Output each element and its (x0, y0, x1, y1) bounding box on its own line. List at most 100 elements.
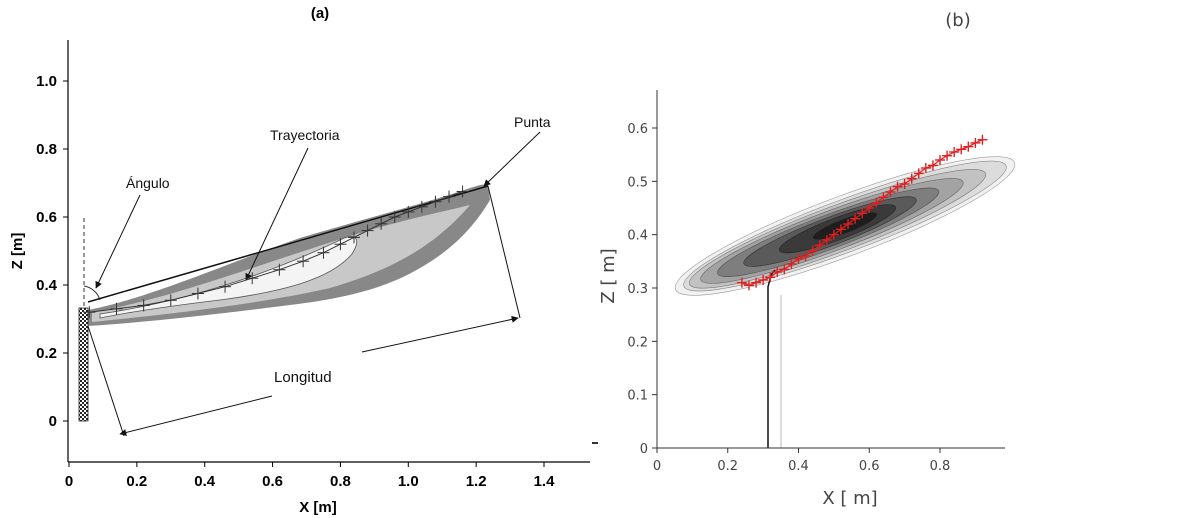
trajectory-marker (970, 137, 981, 148)
trajectory-marker (361, 224, 374, 237)
trajectory-marker (899, 179, 910, 189)
axes-a (67, 40, 590, 463)
y-tick-label-b: 0.6 (627, 122, 648, 137)
trajectory-marker (273, 263, 286, 276)
trajectory-pointer (245, 147, 309, 281)
trajectory-marker (977, 134, 988, 145)
plume-middle-region (92, 205, 470, 322)
trajectory-marker (885, 187, 896, 197)
y-tick-label-b: 0.4 (627, 229, 648, 244)
trajectory-marker (388, 211, 401, 223)
x-axis-label-b: X [ m] (822, 488, 877, 509)
trajectory-marker (297, 255, 310, 268)
annotation-length: Longitud (274, 369, 332, 386)
angle-pointer (95, 194, 141, 289)
trajectory-marker (456, 185, 469, 198)
trajectory-marker (843, 219, 854, 229)
chart-panel-b: (b) 0 0.2 0.4 0.6 0.8 0 0.1 0.2 0.3 0.4 0.5 0.6 X [… (598, 10, 1016, 509)
axes-b (656, 90, 1005, 449)
trajectory-marker (878, 192, 889, 203)
trajectory-marker (871, 197, 882, 208)
y-axis-label-b: Z [ m] (598, 248, 619, 303)
trajectory-marker (935, 155, 945, 165)
trajectory-marker (835, 224, 846, 235)
x-tick-label-a: 0 (65, 473, 73, 490)
y-tick-label-a: 0.6 (36, 209, 57, 226)
trajectory-marker (137, 299, 150, 312)
y-tick-label-a: 0.4 (36, 277, 58, 294)
length-extension-base (87, 325, 125, 437)
trajectory-marker (246, 272, 259, 285)
ticks-a: 0 0.2 0.4 0.6 0.8 1.0 1.2 1.4 0 0.2 0.4 0.6 0.8 1.0 (36, 73, 555, 490)
x-axis-label-a: X [m] (299, 499, 337, 516)
x-tick-label-b: 0.2 (717, 459, 738, 474)
trajectory-marker (219, 280, 232, 293)
trajectory-marker (800, 251, 811, 261)
trajectory-marker (317, 246, 330, 259)
x-tick-label-a: 0.4 (194, 473, 216, 490)
nozzle-outline (767, 269, 776, 448)
trajectory-marker (942, 150, 953, 161)
y-tick-label-b: 0 (640, 442, 648, 457)
trajectory-marker (807, 245, 818, 256)
trajectory-a (83, 185, 469, 319)
trajectory-marker (415, 200, 428, 213)
nozzle (78, 307, 89, 422)
chart-panel-a: (a) 0 0.2 0.4 0.6 0.8 1.0 1.2 1.4 0 0.2 0.4 0.6 0.8 1… (9, 5, 590, 516)
trajectory-marker (779, 264, 790, 275)
trajectory-marker (348, 231, 360, 244)
tip-pointer (483, 131, 541, 187)
trajectory-marker (83, 306, 96, 319)
trajectory-marker (765, 272, 776, 283)
y-tick-label-b: 0.3 (627, 282, 648, 297)
trajectory-marker (892, 181, 903, 192)
annotation-tip: Punta (514, 114, 551, 130)
tip-line (87, 185, 489, 303)
trajectory-marker (402, 205, 415, 218)
trajectory-marker (758, 275, 769, 285)
trajectory-marker (786, 259, 797, 269)
annotation-trajectory: Trayectoria (270, 127, 340, 143)
y-tick-label-a: 0.8 (36, 141, 57, 158)
plume-inner-region (99, 236, 357, 319)
trajectory-marker (772, 267, 783, 277)
x-tick-label-b: 0.6 (859, 459, 880, 474)
trajectory-marker (864, 203, 875, 213)
y-axis-label-a: Z [m] (9, 233, 26, 270)
trajectory-marker (906, 173, 917, 184)
trajectory-b (736, 134, 988, 291)
trajectory-marker (814, 240, 825, 251)
y-tick-label-b: 0.2 (627, 335, 648, 350)
trajectory-marker (164, 294, 177, 307)
angle-arc (83, 285, 101, 301)
length-extension-tip (487, 185, 521, 319)
trajectory-marker (821, 235, 832, 245)
x-tick-label-a: 0.6 (262, 473, 283, 490)
annotation-angle: Ángulo (126, 175, 170, 191)
trajectory-marker (920, 163, 931, 173)
x-tick-label-b: 0.8 (930, 459, 951, 474)
x-tick-label-a: 0.8 (330, 473, 351, 490)
annotation-lines-a (83, 131, 541, 437)
x-tick-label-a: 1.2 (466, 473, 487, 490)
x-tick-label-a: 1.0 (398, 473, 419, 490)
panel-a-label: (a) (311, 5, 329, 22)
x-tick-label-a: 0.2 (126, 473, 147, 490)
trajectory-marker (927, 160, 938, 171)
trajectory-marker (828, 229, 839, 240)
trajectory-marker (751, 277, 762, 288)
trajectory-marker (429, 195, 442, 208)
trajectory-marker (850, 213, 861, 224)
trajectory-marker (857, 208, 868, 219)
trajectory-marker (949, 147, 960, 157)
x-tick-label-a: 1.4 (534, 473, 556, 490)
ticks-b: 0 0.2 0.4 0.6 0.8 0 0.1 0.2 0.3 0.4 0.5 0.6 (627, 122, 950, 474)
trajectory-marker (443, 190, 455, 203)
length-arrow-right (361, 315, 519, 353)
trajectory-marker (334, 238, 347, 251)
trajectory-marker (375, 217, 388, 230)
trajectory-marker (963, 141, 974, 152)
trajectory-marker (793, 253, 804, 264)
y-tick-label-a: 0 (49, 413, 57, 430)
